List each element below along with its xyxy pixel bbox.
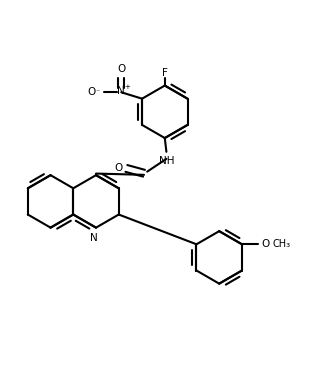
Text: O: O	[261, 239, 269, 249]
Text: F: F	[162, 68, 168, 77]
Text: N: N	[117, 86, 125, 96]
Text: O: O	[87, 87, 96, 97]
Text: ⁻: ⁻	[95, 88, 100, 97]
Text: O: O	[117, 64, 125, 74]
Text: +: +	[124, 83, 130, 89]
Text: O: O	[114, 163, 123, 174]
Text: N: N	[90, 233, 97, 243]
Text: CH₃: CH₃	[272, 239, 291, 249]
Text: NH: NH	[159, 156, 174, 166]
